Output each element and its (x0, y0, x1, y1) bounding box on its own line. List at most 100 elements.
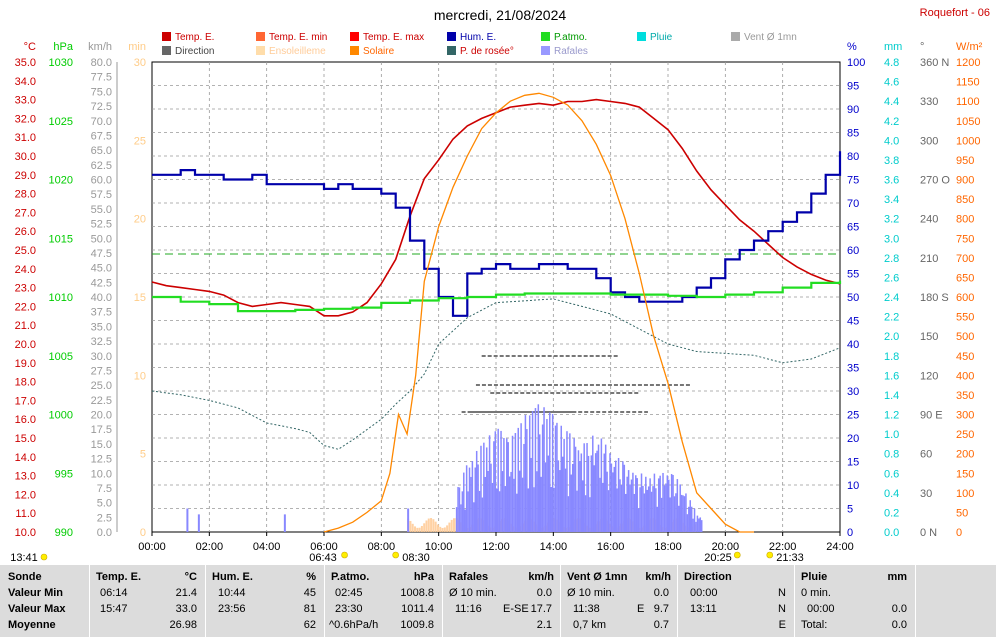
axis-wind-tick: 67.5 (91, 130, 112, 142)
gust-bar (696, 515, 699, 532)
gusts-avg-value: 2.1 (536, 619, 552, 631)
gust-bar (580, 453, 583, 532)
direction-max-time: 13:11 (690, 603, 717, 615)
legend-label: Ensoleilleme (269, 46, 326, 57)
temp-min-value: 21.4 (175, 587, 197, 599)
axis-sun_min-tick: 5 (140, 449, 146, 461)
axis-temp-tick: 21.0 (15, 320, 36, 332)
header-hum-unit: % (306, 571, 316, 583)
axis-wind-tick: 40.0 (91, 292, 112, 304)
gust-bar (620, 484, 623, 532)
gust-bar (592, 435, 594, 532)
axis-solar-tick: 1050 (956, 116, 980, 128)
axis-wind-tick: 12.5 (91, 454, 112, 466)
hum-max-value: 81 (303, 603, 316, 615)
gust-bar (483, 442, 485, 532)
gust-bar (517, 427, 519, 532)
gust-bar (556, 422, 558, 532)
gust-bar (537, 404, 540, 532)
sunshine-bar (439, 526, 442, 532)
gust-bar (647, 486, 650, 532)
gust-bar (685, 493, 687, 532)
axis-rain-tick: 4.6 (884, 77, 899, 89)
axis-dir-tick: 90 E (920, 410, 943, 422)
gust-bar (574, 446, 577, 532)
gust-bar (559, 470, 561, 532)
sun-marker-icon (392, 551, 399, 559)
axis-hum-tick: 60 (847, 245, 859, 257)
axis-wind-tick: 62.5 (91, 160, 112, 172)
gust-bar (653, 473, 656, 532)
axis-x-tick: 16:00 (597, 541, 625, 553)
gust-bar (606, 471, 608, 532)
direction-min-time: 00:00 (690, 587, 718, 599)
gusts-max-time: 11:16 (455, 603, 482, 615)
gust-bar (627, 470, 630, 532)
axis-dir-tick: 0 N (920, 527, 937, 539)
gust-bar (689, 500, 691, 532)
gust-bar (593, 465, 595, 532)
gust-bar (665, 483, 667, 532)
rain-max-value: 0.0 (891, 603, 907, 615)
axis-solar-tick: 1150 (956, 77, 980, 89)
gust-bar (528, 415, 531, 532)
gust-bar (583, 443, 585, 532)
gust-bar (597, 444, 600, 532)
sunshine-bar (414, 526, 417, 532)
gust-bar (656, 506, 659, 532)
gust-bar (507, 442, 509, 532)
gust-bar (485, 447, 488, 532)
axis-temp-tick: 25.0 (15, 245, 36, 257)
gust-bar (680, 494, 683, 532)
axis-hum-tick: 50 (847, 292, 859, 304)
axis-dir-tick: 270 O (920, 175, 950, 187)
gust-bar (652, 486, 654, 532)
axis-x-tick: 04:00 (253, 541, 281, 553)
row-label-min: Valeur Min (8, 587, 64, 599)
axis-rain-tick: 0.2 (884, 507, 899, 519)
gust-bar (508, 476, 511, 532)
gust-bar (682, 495, 684, 532)
legend-swatch (447, 46, 456, 55)
legend-swatch (541, 32, 550, 41)
axis-x-tick: 24:00 (826, 541, 854, 553)
header-pressure: P.atmo. (331, 571, 370, 583)
axis-dir-unit: ° (920, 41, 924, 53)
gust-bar (526, 429, 528, 532)
axis-solar-tick: 800 (956, 214, 974, 226)
axis-rain-tick: 1.2 (884, 410, 899, 422)
gust-bar (471, 461, 474, 532)
gust-bar (481, 497, 484, 532)
hum-avg-value: 62 (303, 619, 316, 631)
axis-hum-tick: 30 (847, 386, 859, 398)
sunshine-bar (450, 519, 453, 532)
axis-solar-tick: 350 (956, 390, 974, 402)
axis-x-tick: 20:00 (712, 541, 740, 553)
axis-temp-tick: 30.0 (15, 151, 36, 163)
sun-marker-label: 21:33 (776, 552, 804, 564)
axis-solar-tick: 150 (956, 468, 974, 480)
wind-distance: 0,7 km (573, 619, 607, 631)
header-gusts-unit: km/h (528, 571, 554, 583)
gust-bar (586, 443, 588, 532)
axis-rain-tick: 2.0 (884, 331, 899, 343)
axis-temp-tick: 20.0 (15, 339, 36, 351)
axis-rain-tick: 1.8 (884, 351, 899, 363)
summary-table: Sonde Valeur Min Valeur Max Moyenne Temp… (0, 565, 996, 637)
gust-bar (660, 497, 663, 532)
temp-max-time: 15:47 (100, 603, 128, 615)
pressure-max-value: 1011.4 (401, 603, 434, 615)
axis-wind-tick: 35.0 (91, 321, 112, 333)
axis-rain-tick: 3.0 (884, 233, 899, 245)
axis-temp-tick: 10.0 (15, 527, 36, 539)
axis-dir-tick: 360 N (920, 57, 949, 69)
axis-temp-tick: 11.0 (15, 508, 36, 520)
axis-rain-tick: 1.0 (884, 429, 899, 441)
gust-bar (475, 450, 478, 532)
axis-wind-tick: 75.0 (91, 86, 112, 98)
gust-bar (493, 441, 495, 532)
axis-wind-tick: 32.5 (91, 336, 112, 348)
axis-rain-tick: 3.6 (884, 175, 899, 187)
chart-axes: 35.0 34.0 33.0 32.0 31.0 30.0 29.0 28.0 27.0 26.0… (15, 57, 981, 553)
axis-wind-tick: 60.0 (91, 175, 112, 187)
